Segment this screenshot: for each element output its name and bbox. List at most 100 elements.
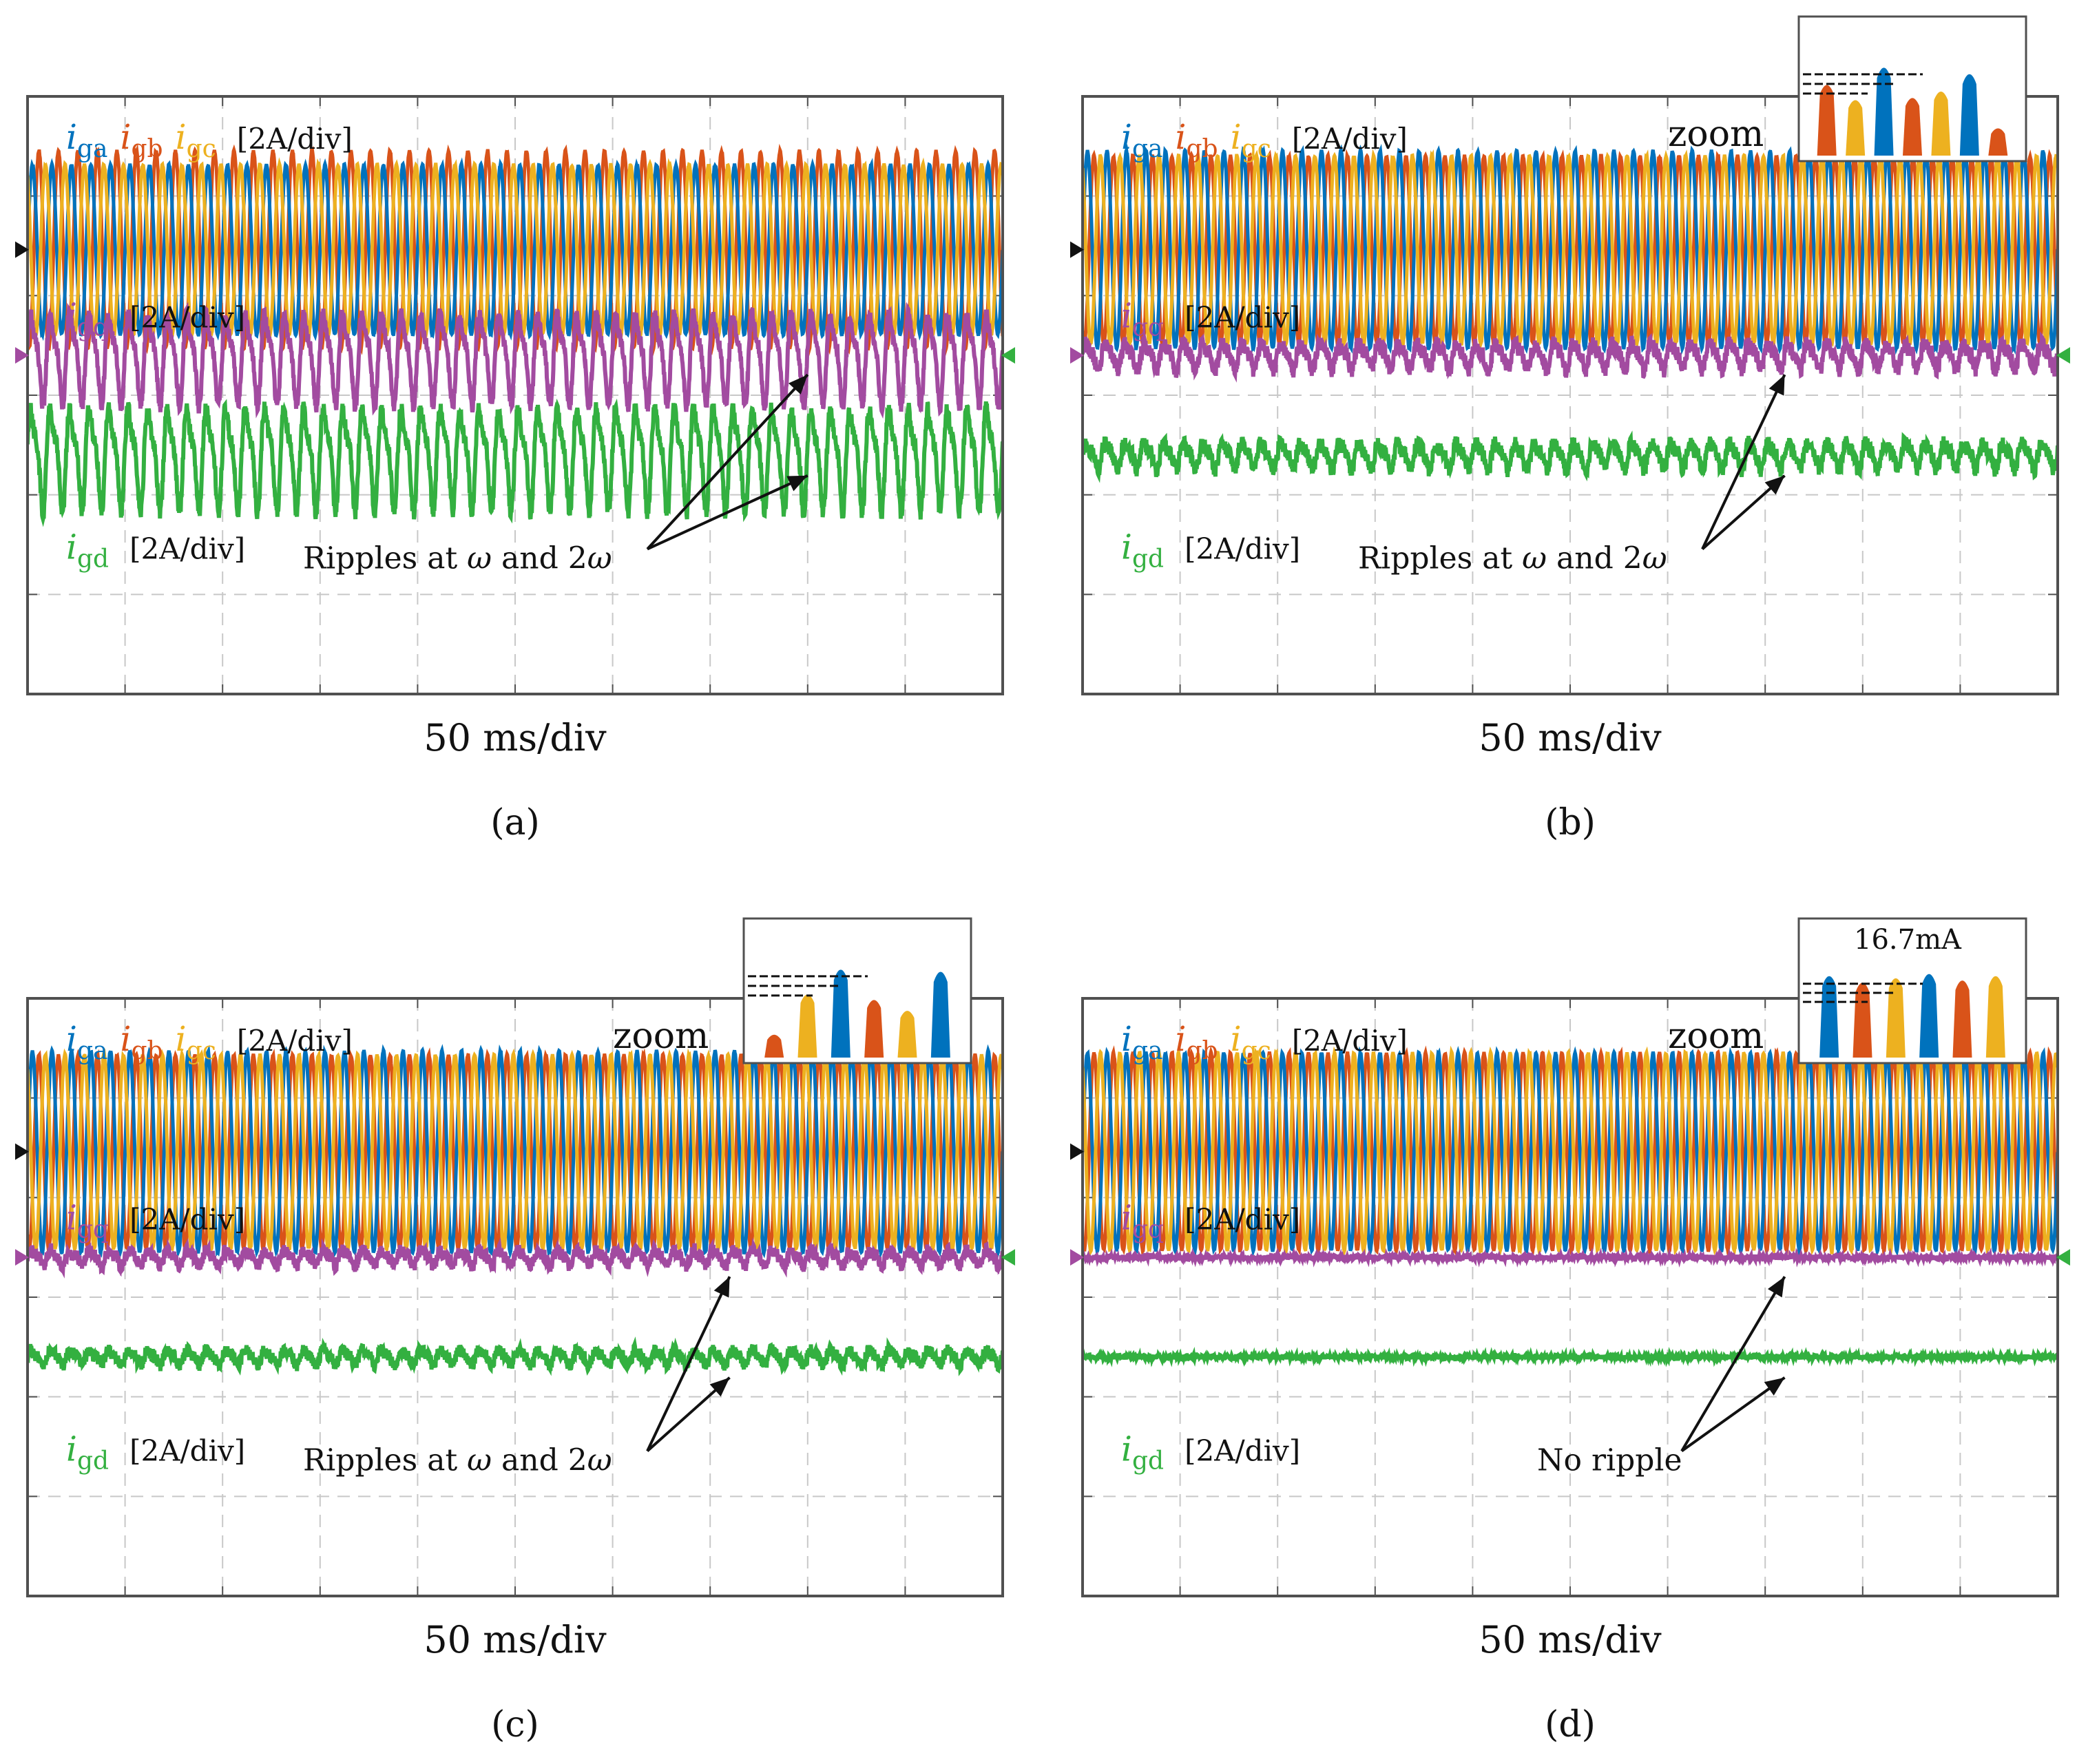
ripple-annotation: Ripples at ω and 2ω: [303, 540, 612, 576]
channel-marker-q: [1070, 1249, 1084, 1266]
inset-peak: [1988, 128, 2008, 156]
inset-peak: [864, 1000, 884, 1058]
inset-value-label: 16.7mA: [1854, 924, 1962, 956]
inset-peak: [1959, 74, 1979, 156]
zoom-label: zoom: [1668, 1016, 1764, 1057]
channel-marker-d: [1001, 1249, 1015, 1266]
plot-area: [1083, 143, 2058, 483]
plot-area: [28, 143, 1003, 527]
arrow-to-q: [646, 373, 809, 550]
channel-marker-q: [1070, 347, 1084, 364]
channel-marker-phase: [15, 1143, 29, 1160]
inset-peak: [1846, 100, 1866, 156]
arrow-to-q-head: [713, 1277, 730, 1298]
q-legend: igq [2A/div]: [1121, 1197, 1300, 1243]
zoom-inset-frame: [742, 917, 972, 1064]
zoom-label: zoom: [1668, 114, 1764, 155]
channel-marker-phase: [15, 241, 29, 258]
x-axis-label: 50 ms/div: [1479, 716, 1662, 759]
ripple-annotation: Ripples at ω and 2ω: [1358, 540, 1667, 576]
phase-legend: iga igb igc [2A/div]: [1121, 117, 1408, 163]
series-i_ga: [1083, 1046, 2058, 1259]
inset-peak: [1985, 976, 2005, 1058]
series-i_gq: [28, 302, 1003, 419]
plot-frame: [1081, 95, 2059, 695]
x-axis-label: 50 ms/div: [424, 716, 607, 759]
d-legend: igd [2A/div]: [1121, 527, 1300, 573]
channel-marker-q: [15, 347, 29, 364]
d-legend: igd [2A/div]: [1121, 1429, 1300, 1475]
arrow-to-q: [646, 1276, 731, 1452]
series-i_gq: [28, 1237, 1003, 1279]
d-legend: igd [2A/div]: [66, 527, 245, 573]
plot-frame: [1081, 997, 2059, 1597]
d-legend: igd [2A/div]: [66, 1429, 245, 1475]
arrow-to-d: [1680, 1376, 1786, 1453]
panel-c: iga igb igc [2A/div] igq [2A/div] igd [2A/div] R…: [15, 917, 1015, 1745]
series-i_gq: [1083, 1247, 2058, 1268]
arrow-to-q-head: [1767, 1277, 1785, 1298]
panel-caption: (d): [1545, 1704, 1596, 1745]
series-i_gb: [1083, 1045, 2058, 1258]
series-i_ga: [28, 157, 1003, 342]
inset-peak: [1874, 67, 1894, 156]
inset-peak: [764, 1034, 784, 1058]
arrow-to-d-head: [1764, 1377, 1785, 1396]
zoom-label: zoom: [613, 1016, 709, 1057]
x-axis-label: 50 ms/div: [424, 1618, 607, 1661]
panel-b: iga igb igc [2A/div] igq [2A/div] igd [2A/div] R…: [1070, 15, 2070, 843]
arrow-to-d-head: [1764, 475, 1785, 495]
panel-caption: (b): [1545, 802, 1596, 843]
series-i_gc: [1083, 148, 2058, 351]
inset-peak: [1952, 980, 1972, 1058]
arrow-to-q-head: [789, 375, 808, 395]
series-i_gc: [1083, 1045, 2058, 1257]
plot-frame: [26, 997, 1004, 1597]
arrow-to-d-head: [786, 475, 808, 492]
x-axis-label: 50 ms/div: [1479, 1618, 1662, 1661]
inset-peak: [831, 969, 850, 1058]
series-i_ga: [28, 1044, 1003, 1259]
plot-area: [1083, 1045, 2058, 1367]
channel-marker-d: [2056, 347, 2070, 364]
series-i_gc: [28, 1047, 1003, 1256]
inset-peak: [1919, 974, 1939, 1058]
phase-legend: iga igb igc [2A/div]: [66, 117, 353, 163]
series-i_gd: [1083, 430, 2058, 483]
series-i_gb: [28, 1047, 1003, 1255]
channel-marker-d: [1001, 347, 1015, 364]
series-i_gd: [1083, 1346, 2058, 1367]
arrow-to-q: [1701, 374, 1786, 550]
phase-legend: iga igb igc [2A/div]: [1121, 1019, 1408, 1065]
q-legend: igq [2A/div]: [66, 295, 245, 342]
arrow-to-d: [647, 474, 808, 551]
phase-legend: iga igb igc [2A/div]: [66, 1019, 353, 1065]
panel-a: iga igb igc [2A/div] igq [2A/div] igd [2A/div] R…: [15, 95, 1015, 843]
channel-marker-d: [2056, 1249, 2070, 1266]
ripple-annotation: No ripple: [1537, 1442, 1682, 1478]
arrow-to-q: [1680, 1276, 1786, 1452]
inset-peak: [1886, 978, 1906, 1058]
inset-peak: [1817, 85, 1837, 156]
inset-peak: [897, 1011, 917, 1058]
panel-d: iga igb igc [2A/div] igq [2A/div] igd [2A/div] N…: [1070, 917, 2070, 1745]
plot-area: [28, 1044, 1003, 1376]
panel-caption: (a): [490, 802, 540, 843]
inset-peak: [1819, 976, 1839, 1058]
series-i_ga: [1083, 143, 2058, 355]
arrow-to-q-head: [1768, 375, 1785, 396]
series-i_gd: [28, 1336, 1003, 1376]
channel-marker-phase: [1070, 1143, 1084, 1160]
panel-caption: (c): [491, 1704, 539, 1745]
series-i_gq: [1083, 331, 2058, 383]
q-legend: igq [2A/div]: [1121, 295, 1300, 342]
q-legend: igq [2A/div]: [66, 1197, 245, 1243]
inset-peak: [1903, 98, 1922, 156]
series-i_gb: [1083, 149, 2058, 351]
inset-peak: [930, 972, 950, 1058]
channel-marker-phase: [1070, 241, 1084, 258]
inset-peak: [797, 994, 817, 1058]
inset-peak: [1852, 983, 1872, 1058]
inset-peak: [1931, 91, 1951, 156]
